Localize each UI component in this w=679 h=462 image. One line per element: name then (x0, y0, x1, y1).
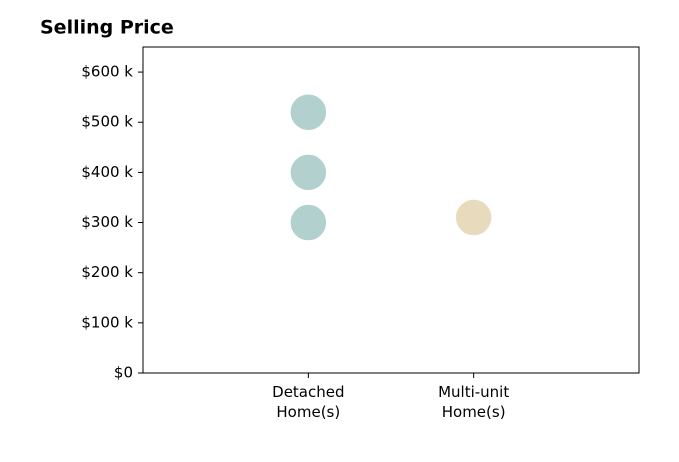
x-tick-label: Detached Home(s) (272, 383, 345, 421)
point (290, 94, 327, 130)
point (455, 199, 492, 236)
y-tick-label: $200 k (81, 263, 133, 281)
y-tick-label: $100 k (81, 313, 133, 331)
plot-frame (142, 46, 640, 374)
y-tick-label: $500 k (81, 113, 133, 131)
chart-title: Selling Price (40, 17, 174, 39)
point (290, 154, 327, 191)
y-tick-label: $600 k (81, 63, 133, 81)
y-tick-label: $0 (114, 364, 133, 382)
y-tick-label: $300 k (81, 213, 133, 231)
point (290, 204, 327, 241)
x-tick-label: Multi-unit Home(s) (438, 383, 510, 421)
y-tick-label: $400 k (81, 163, 133, 181)
